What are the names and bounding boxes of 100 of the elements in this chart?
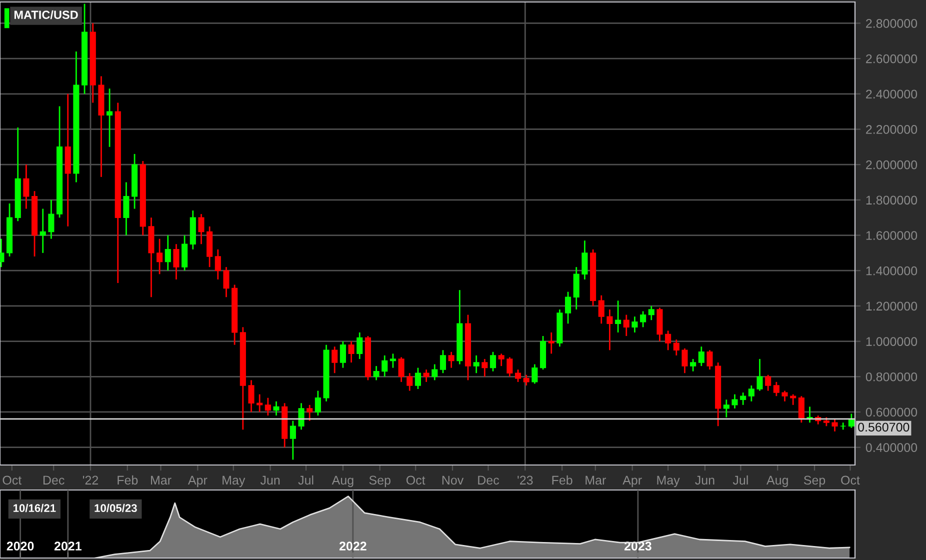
candlestick [732,394,738,410]
candlestick [440,349,446,374]
candlestick [690,358,696,372]
x-tick-label: '23 [518,476,533,485]
candlestick [564,291,572,324]
candlestick [40,208,46,254]
annotation: 10/16/21 [14,504,56,512]
candlestick [340,340,346,368]
x-tick-label: Oct [2,476,22,485]
candlestick [373,365,380,381]
x-tick-label: Oct [841,476,860,485]
candlestick [606,308,613,351]
candlestick [256,394,263,413]
candlestick [406,372,413,392]
candlestick [782,390,788,402]
candlestick [832,418,838,432]
candlestick [773,381,780,397]
candlestick [273,400,280,416]
x-tick-label: May [657,476,680,488]
x-tick-label: 2022 [339,542,366,551]
candlestick [306,404,313,422]
candlestick [648,305,654,321]
x-tick-label: Jun [695,476,714,485]
candlestick [390,352,396,368]
candlestick [548,332,554,354]
y-tick-label: 0.800000 [866,372,918,382]
y-tick-label: 2.800000 [866,19,918,28]
x-tick-label: Dec [44,476,64,485]
candlestick [123,182,130,236]
x-tick-label: '22 [82,476,98,484]
x-tick-label: Aug [332,476,354,488]
candlestick [615,300,622,334]
x-tick-label: 2020 [6,542,34,551]
candlestick [448,351,454,368]
candlestick [640,310,646,328]
candlestick [332,346,338,374]
y-tick-label: 2.000000 [866,160,918,170]
x-tick-label: Aug [766,476,788,488]
x-tick-label: Mar [151,476,172,485]
candlestick [698,346,704,367]
x-tick-label: Feb [552,475,572,485]
candlestick [348,340,354,364]
candlestick [706,349,713,370]
candlestick [623,314,630,337]
candlestick [173,243,180,280]
candlestick [214,248,221,280]
candlestick [665,330,672,351]
candlestick [598,294,604,324]
y-tick-label: 2.600000 [866,54,918,64]
x-tick-label: Oct [406,476,426,485]
x-tick-label: May [222,476,246,488]
candlestick [290,420,296,460]
x-tick-label: Jul [298,475,314,485]
y-tick-label: 0.400000 [866,443,918,452]
candlestick [264,397,271,416]
candlestick [482,358,488,378]
candlestick [798,395,804,424]
candlestick [673,338,680,356]
x-tick-label: Apr [188,476,208,488]
x-tick-label: Sep [369,476,390,488]
y-tick-label: 2.400000 [866,90,918,99]
y-tick-label: 1.000000 [866,337,918,346]
candlestick [314,390,321,416]
candlestick [682,348,688,374]
candlestick [632,316,638,334]
candlestick [223,266,230,298]
candlestick [248,379,254,413]
candlestick [398,356,404,383]
candlestick [523,374,530,386]
candlestick [106,88,113,148]
candlestick [432,364,438,381]
annotation: 10/05/23 [94,504,137,512]
candlestick [498,352,504,367]
candlestick [164,234,171,272]
candlestick [740,392,746,406]
candlestick [382,354,388,378]
candlestick [23,164,30,210]
candlestick [506,356,513,378]
candlestick [756,358,763,392]
candlestick [573,266,580,310]
y-tick-label: 2.200000 [866,125,918,134]
candlestick [514,368,522,383]
candlestick [298,402,304,430]
candlestick [532,364,538,384]
x-tick-label: 2021 [54,542,82,551]
x-tick-label: Mar [586,476,606,485]
y-tick-label: 1.400000 [866,266,918,276]
y-tick-label: 1.800000 [866,196,918,205]
candlestick [748,384,754,402]
x-tick-label: Dec [478,476,500,485]
x-tick-label: Jul [732,475,748,485]
ref-line-label: 0.560700 [858,422,910,432]
candlestick [473,354,480,374]
candlestick [840,422,846,430]
x-tick-label: Sep [804,476,826,488]
y-tick-label: 1.200000 [866,302,918,311]
x-tick-label: Jun [260,476,280,485]
candlestick [156,238,163,275]
candlestick [790,394,796,406]
x-tick-label: Apr [622,476,642,488]
